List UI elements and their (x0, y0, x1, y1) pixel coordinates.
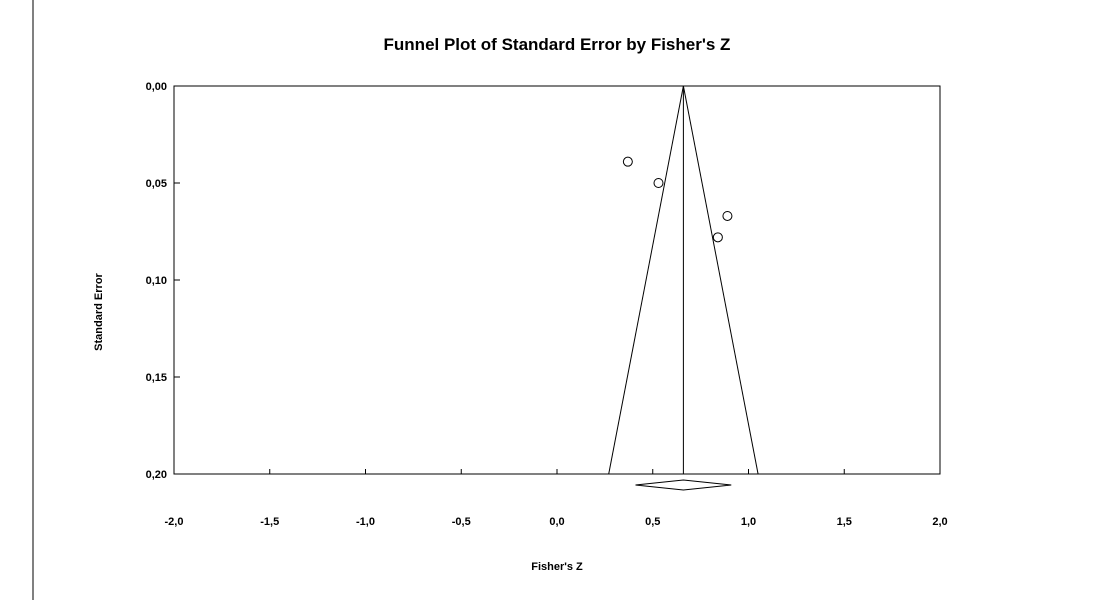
plot-area-frame (173, 85, 941, 475)
funnel-lines (608, 85, 759, 475)
x-tick-label: 0,5 (645, 516, 660, 528)
x-tick-label: -1,5 (260, 516, 279, 528)
y-axis-label: Standard Error (93, 272, 105, 350)
y-tick-label: 0,05 (146, 178, 167, 190)
study-point (622, 156, 633, 167)
study-point (722, 210, 733, 221)
x-tick-label: -1,0 (356, 516, 375, 528)
x-tick-label: 0,0 (549, 516, 564, 528)
x-tick-label: -2,0 (165, 516, 184, 528)
funnel-left-line (608, 85, 684, 475)
x-tick-label: 1,5 (837, 516, 852, 528)
x-axis: -2,0 -1,5 -1,0 -0,5 0,0 0,5 1,0 1,5 2,0 (165, 469, 948, 528)
funnel-right-line (682, 85, 759, 475)
summary-diamond-group (635, 479, 732, 491)
x-axis-label: Fisher's Z (531, 561, 583, 573)
study-point (712, 232, 723, 243)
x-tick-label: 1,0 (741, 516, 756, 528)
y-tick-label: 0,20 (146, 469, 167, 481)
chart-title: Funnel Plot of Standard Error by Fisher'… (384, 35, 731, 54)
y-tick-label: 0,10 (146, 275, 167, 287)
y-tick-label: 0,00 (146, 81, 167, 93)
x-tick-label: -0,5 (452, 516, 471, 528)
summary-diamond (635, 479, 732, 491)
study-points (622, 156, 733, 243)
x-tick-label: 2,0 (932, 516, 947, 528)
y-tick-label: 0,15 (146, 372, 167, 384)
y-axis: 0,00 0,05 0,10 0,15 0,20 (146, 81, 180, 481)
study-point (653, 178, 664, 188)
